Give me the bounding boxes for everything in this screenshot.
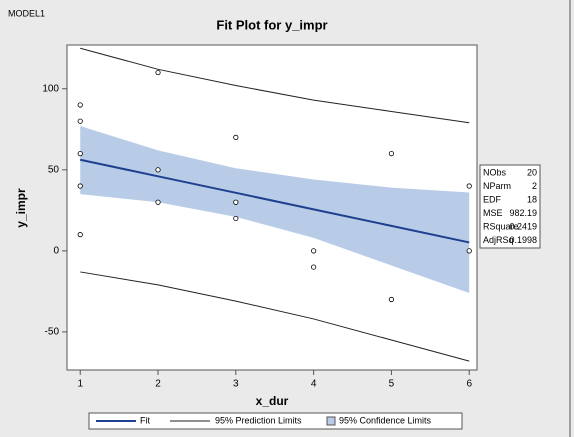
data-point [388, 151, 395, 157]
stat-value: 982.19 [509, 208, 537, 218]
chart-title: Fit Plot for y_impr [216, 17, 327, 32]
stat-label: AdjRSq [483, 235, 514, 245]
data-point [466, 183, 472, 189]
data-point [233, 134, 239, 140]
stat-label: RSquare [483, 221, 519, 231]
data-point [311, 248, 317, 254]
x-tick-label: 5 [389, 379, 395, 390]
y-tick-label: 0 [53, 246, 59, 257]
data-point [77, 151, 83, 157]
x-tick-label: 6 [466, 379, 472, 390]
stat-value: 0.1998 [509, 235, 537, 245]
stats-box [479, 164, 541, 249]
legend-label: Fit [140, 415, 150, 425]
prediction-limit [80, 47, 470, 124]
data-point [77, 118, 83, 124]
legend-label: 95% Prediction Limits [215, 415, 302, 425]
data-point [311, 264, 317, 270]
stat-value: 20 [527, 167, 537, 177]
stat-label: MSE [483, 208, 503, 218]
y-axis-label: y_impr [14, 188, 28, 228]
data-point [77, 102, 83, 108]
stat-value: 0.2419 [509, 221, 537, 231]
legend-confidence-swatch [326, 416, 336, 426]
legend-box [88, 412, 463, 430]
data-point [233, 199, 239, 205]
x-tick-label: 1 [77, 379, 83, 390]
fit-line [80, 158, 470, 244]
prediction-limit [80, 271, 470, 362]
data-point [77, 183, 83, 189]
data-point [155, 167, 161, 173]
data-point [77, 232, 83, 238]
y-tick-label: 100 [42, 83, 59, 94]
x-tick-label: 4 [311, 379, 317, 390]
stat-value: 18 [527, 194, 537, 204]
stat-label: NParm [483, 181, 511, 191]
y-tick-label: -50 [45, 327, 60, 338]
data-point [388, 296, 395, 303]
legend-label: 95% Confidence Limits [339, 415, 432, 425]
stat-value: 2 [532, 181, 537, 191]
data-point [155, 69, 161, 76]
model-label: MODEL1 [8, 8, 45, 18]
data-point [466, 248, 472, 254]
confidence-band [80, 126, 470, 294]
x-tick-label: 2 [155, 379, 161, 390]
x-tick-label: 3 [233, 379, 239, 390]
y-tick-label: 50 [48, 164, 60, 175]
x-axis-label: x_dur [256, 394, 289, 408]
stat-label: NObs [483, 167, 507, 177]
data-point [155, 199, 161, 205]
data-point [233, 215, 239, 222]
stat-label: EDF [483, 194, 502, 204]
